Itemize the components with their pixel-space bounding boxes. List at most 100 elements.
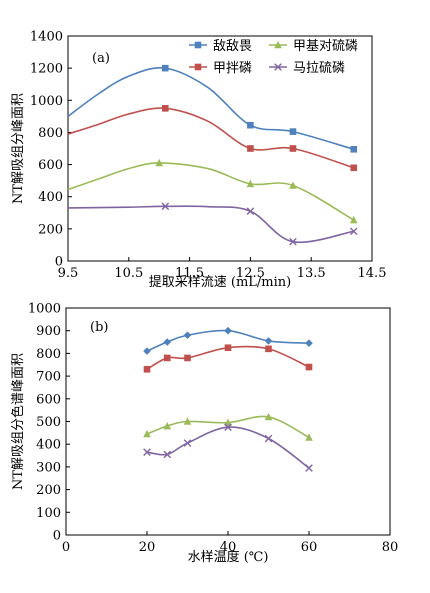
y-tick-label: 900: [36, 324, 61, 339]
y-tick-label: 1000: [30, 94, 63, 109]
legend-swatch-marker: [274, 40, 282, 49]
data-point: [305, 339, 313, 347]
data-point: [305, 363, 313, 371]
series-4: [67, 202, 358, 246]
legend-label: 敌敌畏: [213, 39, 252, 54]
series-1: [67, 64, 358, 153]
data-point: [289, 181, 297, 189]
y-tick-label: 400: [38, 190, 63, 205]
x-axis-label: 水样温度 (℃): [188, 549, 269, 565]
data-point: [264, 337, 273, 345]
data-point: [143, 429, 151, 438]
data-point: [247, 145, 254, 152]
series-3: [143, 412, 313, 441]
data-point: [155, 158, 163, 167]
y-tick-label: 1200: [30, 62, 63, 77]
series-2: [143, 344, 313, 373]
legend-swatch-marker: [194, 41, 202, 49]
y-tick-label: 0: [53, 529, 61, 544]
y-axis-label: NT解吸组分峰面积: [11, 93, 26, 204]
y-tick-label: 100: [36, 506, 61, 521]
y-tick-label: 0: [55, 255, 63, 270]
data-point: [224, 326, 232, 335]
y-tick-label: 400: [36, 438, 61, 453]
data-point: [246, 179, 255, 188]
data-point: [224, 344, 232, 352]
legend-swatch-marker: [274, 63, 282, 71]
series-4: [143, 423, 313, 472]
data-point: [246, 207, 255, 215]
x-tick-label: 13.5: [297, 266, 326, 281]
series-3: [67, 158, 358, 224]
data-point: [143, 347, 151, 355]
data-point: [349, 227, 358, 236]
y-tick-label: 700: [36, 370, 61, 385]
y-tick-label: 200: [36, 483, 61, 498]
data-point: [305, 464, 313, 472]
series-line: [67, 107, 355, 169]
x-tick-label: 11.5: [175, 266, 204, 281]
x-tick-label: 0: [62, 540, 70, 555]
y-tick-label: 800: [36, 347, 61, 362]
data-point: [349, 215, 358, 224]
data-point: [224, 418, 232, 426]
data-point: [224, 423, 232, 431]
x-tick-label: 20: [139, 540, 156, 555]
x-axis-label: 提取采样流速 (mL/min): [149, 274, 291, 290]
y-tick-label: 200: [38, 222, 63, 237]
data-point: [264, 434, 273, 443]
y-axis-label: NT解吸组分色谱峰面积: [10, 353, 26, 490]
data-point: [289, 237, 297, 246]
panel-label: (b): [90, 320, 108, 335]
data-point: [163, 354, 171, 362]
x-tick-label: 60: [301, 540, 318, 555]
data-point: [163, 338, 172, 346]
x-tick-label: 14.5: [358, 266, 387, 281]
legend-label: 马拉硫磷: [293, 61, 345, 76]
chart-panel-b: 0 100 200 300 400 500 600 700 800 900 1000 0 20 40 60 8…: [10, 302, 398, 566]
y-tick-label: 800: [38, 126, 63, 141]
y-tick-label: 600: [36, 392, 61, 407]
data-point: [265, 345, 272, 353]
series-2: [67, 105, 358, 172]
data-point: [289, 128, 297, 135]
panel-label: (a): [92, 51, 110, 66]
legend-label: 甲基对硫磷: [293, 39, 358, 54]
data-point: [183, 417, 192, 425]
series-1: [143, 326, 313, 355]
data-point: [289, 145, 297, 152]
y-tick-label: 600: [38, 158, 63, 173]
x-tick-label: 12.5: [236, 266, 265, 281]
x-tick-label: 9.5: [58, 266, 79, 281]
data-point: [161, 202, 170, 211]
data-point: [163, 421, 172, 430]
data-point: [161, 64, 169, 72]
legend-label: 甲拌磷: [213, 61, 252, 76]
y-tick-label: 1000: [28, 302, 61, 317]
data-point: [305, 433, 313, 441]
y-tick-label: 500: [36, 415, 61, 430]
data-point: [183, 331, 192, 340]
data-point: [143, 365, 151, 373]
data-point: [350, 164, 358, 172]
data-point: [163, 450, 172, 459]
data-point: [264, 412, 273, 421]
chart-panel-a: 0 200 400 600 800 1000 1200 1400 9.5 10.5 11.5 12.5…: [11, 30, 386, 291]
data-point: [350, 146, 358, 153]
plot-frame: [67, 35, 373, 262]
x-tick-label: 40: [220, 540, 237, 555]
data-point: [247, 121, 254, 129]
series-line: [146, 426, 310, 469]
data-point: [161, 105, 169, 112]
data-point: [143, 448, 151, 456]
y-tick-label: 300: [36, 460, 61, 475]
legend-swatch-marker: [194, 63, 202, 71]
data-point: [184, 354, 191, 362]
x-tick-label: 80: [382, 540, 399, 555]
series-line: [67, 66, 354, 151]
data-point: [183, 439, 192, 447]
x-tick-label: 10.5: [114, 266, 143, 281]
